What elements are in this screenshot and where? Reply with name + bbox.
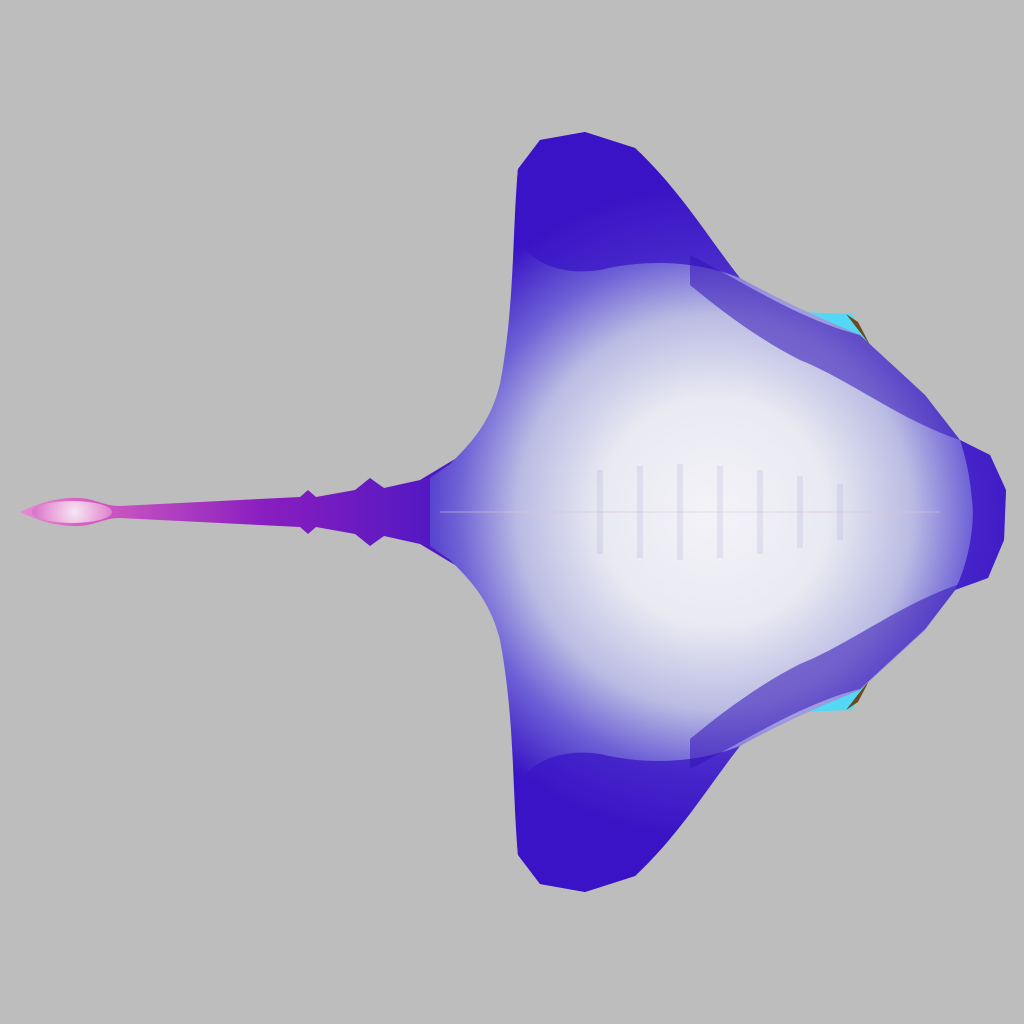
upper-edge-mottle xyxy=(690,255,960,440)
head-edge xyxy=(955,440,1006,590)
eye-left xyxy=(800,679,870,712)
stingray-tail xyxy=(20,450,470,574)
eye-right xyxy=(800,312,870,345)
lower-edge-mottle xyxy=(690,584,960,769)
tail-tip xyxy=(32,501,112,523)
wing-upper-shade xyxy=(516,132,740,278)
wing-lower-shade xyxy=(516,746,740,892)
